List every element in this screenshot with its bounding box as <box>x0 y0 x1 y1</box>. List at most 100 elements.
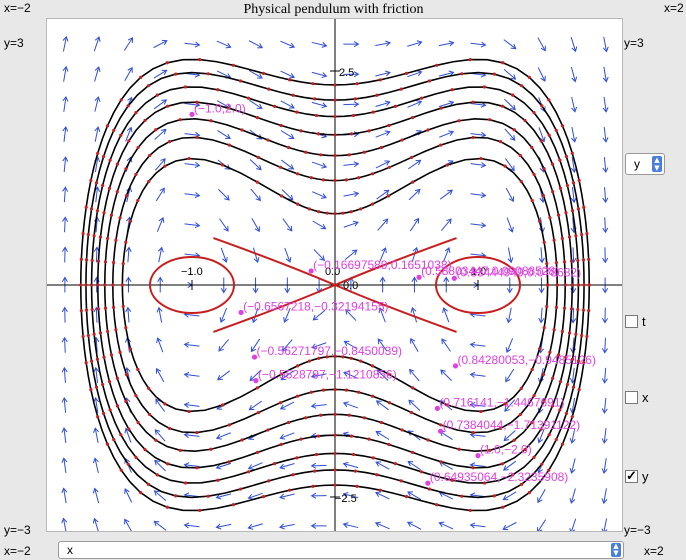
field-arrow <box>311 373 327 378</box>
field-arrow <box>407 100 422 108</box>
field-arrowhead <box>569 497 576 504</box>
trajectory-point <box>482 85 487 89</box>
trajectory-point <box>124 167 128 171</box>
field-arrow <box>311 71 327 77</box>
trajectory-point <box>576 207 581 211</box>
field-arrow <box>507 307 512 323</box>
checkbox-t[interactable] <box>625 315 638 328</box>
trajectory-point <box>399 479 403 483</box>
checkbox-y[interactable] <box>625 468 638 484</box>
trajectory-point <box>581 258 586 262</box>
trajectory-point <box>577 178 581 183</box>
trajectory-point <box>582 205 586 209</box>
labeled-point-marker <box>251 354 258 360</box>
phase-plot-canvas[interactable]: 2.5 −2.5 −1.0 1.0 0.0 0.0 (−1.0,2.0) (−0.… <box>47 19 622 531</box>
field-arrowhead <box>279 404 286 410</box>
trajectory-point <box>255 386 259 390</box>
field-arrowhead <box>92 487 99 494</box>
labeled-point-marker <box>253 378 259 384</box>
labeled-point-marker <box>425 480 431 486</box>
field-arrow <box>344 249 358 261</box>
field-arrowhead <box>62 65 69 72</box>
trajectory-point <box>102 411 106 416</box>
trajectory-point <box>333 412 337 416</box>
trajectory-point <box>313 469 317 473</box>
trajectory-point <box>333 451 337 456</box>
field-arrowhead <box>215 463 222 470</box>
y-variable-select[interactable]: y ▲ ▼ <box>625 153 665 175</box>
field-arrowhead <box>504 406 510 412</box>
trajectory-point <box>147 179 151 184</box>
field-arrow <box>63 397 67 413</box>
checkbox-row-t[interactable]: t <box>625 314 646 329</box>
field-arrow <box>311 342 327 349</box>
trajectory-point <box>267 479 271 483</box>
trajectory-point <box>325 355 329 359</box>
tick-label-x-left: −1.0 <box>181 266 203 278</box>
trajectory-point <box>227 460 231 464</box>
field-arrowhead <box>374 521 381 528</box>
field-arrow <box>153 69 167 79</box>
field-arrowhead <box>602 197 609 204</box>
field-arrowhead <box>62 95 69 102</box>
field-arrowhead <box>61 396 68 403</box>
field-arrow <box>216 40 231 48</box>
field-arrowhead <box>279 433 286 440</box>
trajectory-point <box>96 307 101 311</box>
field-arrowhead <box>537 407 544 414</box>
trajectory-point <box>554 438 558 442</box>
checkbox-row-x[interactable]: x <box>625 390 649 405</box>
phase-plot[interactable]: 2.5 −2.5 −1.0 1.0 0.0 0.0 (−1.0,2.0) (−0.… <box>46 18 623 532</box>
field-arrowhead <box>601 498 608 505</box>
trajectory-point <box>532 172 536 177</box>
checkbox-row-y[interactable]: y <box>625 468 649 484</box>
field-arrowhead <box>310 402 317 409</box>
x-variable-select[interactable]: x ▲ ▼ <box>58 541 624 559</box>
field-arrow <box>442 247 450 263</box>
trajectory-point <box>387 442 391 447</box>
checkbox-x[interactable] <box>625 391 638 404</box>
trajectory-point <box>426 128 430 132</box>
trajectory-point <box>530 145 534 150</box>
field-arrow <box>379 247 387 263</box>
field-arrowhead <box>283 317 289 323</box>
field-arrowhead <box>160 128 167 135</box>
field-arrowhead <box>225 133 231 140</box>
trajectory-point <box>321 178 326 182</box>
field-arrowhead <box>412 246 419 253</box>
field-arrow <box>280 40 295 48</box>
trajectory-point <box>84 205 88 209</box>
field-arrowhead <box>62 35 69 42</box>
field-arrow <box>407 461 421 471</box>
field-arrow <box>470 464 486 468</box>
trajectory-point <box>114 238 118 242</box>
trajectory-point <box>562 306 567 310</box>
trajectory-point <box>108 408 112 412</box>
trajectory-point <box>500 104 504 108</box>
field-arrowhead <box>284 287 291 294</box>
field-arrow <box>155 188 165 202</box>
point-label: (−0.16697589,0.1651038) <box>313 258 451 272</box>
field-arrowhead <box>540 45 546 52</box>
trajectory-point <box>209 447 213 451</box>
trajectory-point <box>154 128 158 132</box>
trajectory-point <box>231 63 235 67</box>
field-arrow <box>280 70 295 78</box>
trajectory-point <box>570 283 574 287</box>
field-arrow <box>249 400 262 411</box>
trajectory-point <box>353 469 357 473</box>
trajectory-point <box>539 139 543 143</box>
field-arrow <box>411 247 418 263</box>
trajectory-point <box>90 258 94 263</box>
well-orbit <box>435 256 521 314</box>
field-arrowhead <box>157 276 164 283</box>
trajectory-point <box>460 72 464 76</box>
field-arrowhead <box>353 191 360 197</box>
trajectory-point <box>587 283 591 287</box>
trajectory-point <box>419 470 424 474</box>
field-arrow <box>63 458 67 474</box>
trajectory-point <box>124 240 128 244</box>
field-arrowhead <box>505 376 511 383</box>
field-arrow <box>94 458 99 474</box>
field-arrowhead <box>446 218 452 225</box>
